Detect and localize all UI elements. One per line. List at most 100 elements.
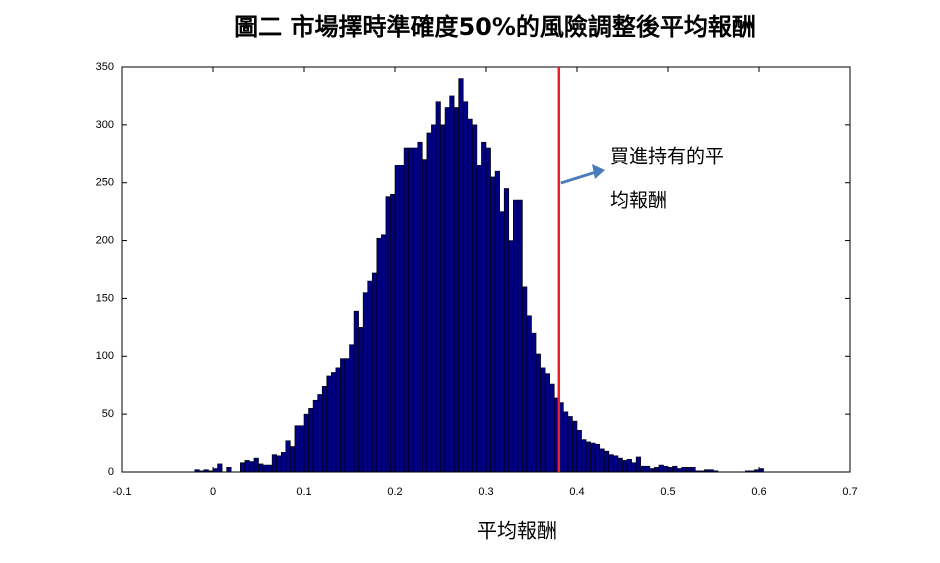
bar (326, 375, 332, 473)
bar (267, 464, 273, 473)
bar (481, 141, 487, 473)
bar (640, 465, 646, 473)
bar (667, 467, 673, 473)
bar (617, 457, 623, 473)
bar (240, 462, 246, 473)
bar (217, 463, 223, 473)
bar (280, 452, 287, 473)
chart-title: 圖二 市場擇時準確度50%的風險調整後平均報酬 (234, 13, 756, 41)
bar (672, 465, 678, 473)
bar (353, 310, 359, 473)
bar (435, 101, 441, 473)
bar (408, 147, 414, 473)
y-tick-label: 100 (96, 350, 114, 362)
bar (385, 196, 391, 473)
bar (449, 95, 455, 473)
bar (472, 124, 478, 473)
y-tick-label: 150 (96, 292, 114, 304)
bar (340, 358, 346, 473)
bar (622, 460, 628, 473)
bar (358, 327, 364, 473)
bar (467, 118, 473, 473)
bar (599, 448, 605, 473)
bar (394, 165, 400, 473)
y-tick-label: 300 (96, 119, 114, 131)
bar (535, 353, 541, 473)
bar (649, 468, 655, 473)
bar (681, 467, 687, 473)
bar (294, 425, 300, 473)
bar (330, 372, 337, 473)
bar (526, 315, 532, 473)
bar (508, 240, 514, 473)
bar (613, 455, 619, 473)
bar (303, 413, 309, 473)
y-tick-label: 250 (96, 177, 114, 189)
bar (321, 386, 328, 473)
bar (594, 443, 601, 473)
bar (494, 170, 500, 473)
x-axis-label: 平均報酬 (477, 519, 557, 543)
x-tick-label: 0.4 (569, 486, 584, 498)
bar (403, 147, 409, 473)
bar (399, 165, 405, 473)
bar (576, 430, 582, 473)
bar (676, 468, 682, 473)
bar (503, 188, 510, 473)
y-tick-label: 0 (108, 466, 114, 478)
bar (440, 124, 446, 473)
y-tick-label: 200 (96, 234, 114, 246)
bar (244, 460, 250, 473)
bar (549, 383, 555, 473)
bar (462, 101, 469, 473)
bar (585, 441, 591, 473)
bar (381, 234, 387, 473)
bar (349, 344, 355, 473)
bar (249, 461, 255, 473)
annotation-arrow (560, 170, 597, 185)
bar (212, 468, 218, 473)
bar (299, 425, 305, 473)
bar (276, 455, 282, 473)
annotation: 買進持有的平 (610, 146, 724, 168)
bar (453, 107, 459, 473)
x-tick-label: 0.3 (478, 486, 493, 498)
x-tick-label: 0.1 (296, 486, 311, 498)
bar (312, 399, 318, 473)
bar (458, 78, 464, 473)
bar (476, 165, 482, 473)
bar (517, 199, 523, 473)
bar (603, 450, 610, 473)
bar (608, 454, 614, 473)
bar (522, 286, 528, 473)
bar (362, 292, 368, 473)
bar (581, 439, 587, 473)
bar (390, 193, 396, 473)
y-tick-label: 350 (96, 61, 114, 73)
bar (431, 124, 437, 473)
x-tick-label: 0.6 (751, 486, 766, 498)
bar (271, 454, 277, 473)
x-tick-label: 0.2 (387, 486, 402, 498)
bar (335, 367, 341, 473)
annotation: 均報酬 (610, 190, 667, 212)
bar (262, 464, 268, 473)
bar (563, 411, 569, 473)
bar (444, 107, 450, 473)
x-tick-label: -0.1 (113, 486, 132, 498)
bar (226, 467, 232, 473)
bar (367, 280, 373, 473)
bar (317, 394, 323, 473)
bar (285, 440, 291, 473)
bar (485, 147, 491, 473)
bar (663, 465, 669, 473)
y-tick-label: 50 (102, 408, 114, 420)
bar (758, 468, 764, 473)
bar (490, 176, 496, 473)
bar (635, 456, 642, 473)
bar (253, 457, 259, 473)
bar (417, 141, 423, 473)
bar (572, 420, 578, 473)
bar (658, 464, 664, 473)
